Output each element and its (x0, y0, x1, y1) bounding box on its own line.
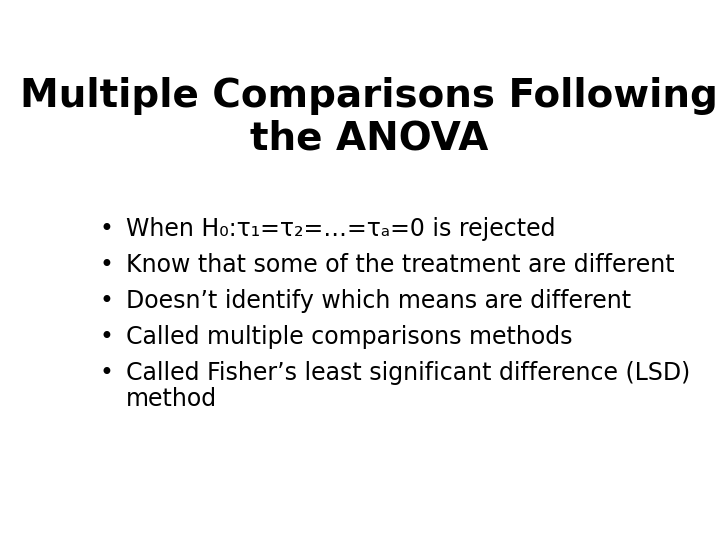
Text: •: • (100, 361, 114, 385)
Text: •: • (100, 325, 114, 349)
Text: Multiple Comparisons Following
the ANOVA: Multiple Comparisons Following the ANOVA (20, 77, 718, 158)
Text: Know that some of the treatment are different: Know that some of the treatment are diff… (126, 253, 675, 276)
Text: •: • (100, 217, 114, 240)
Text: •: • (100, 253, 114, 276)
Text: method: method (126, 387, 217, 411)
Text: When H₀:τ₁=τ₂=…=τₐ=0 is rejected: When H₀:τ₁=τ₂=…=τₐ=0 is rejected (126, 217, 556, 240)
Text: Called multiple comparisons methods: Called multiple comparisons methods (126, 325, 573, 349)
Text: •: • (100, 289, 114, 313)
Text: Called Fisher’s least significant difference (LSD): Called Fisher’s least significant differ… (126, 361, 690, 385)
Text: Doesn’t identify which means are different: Doesn’t identify which means are differe… (126, 289, 631, 313)
